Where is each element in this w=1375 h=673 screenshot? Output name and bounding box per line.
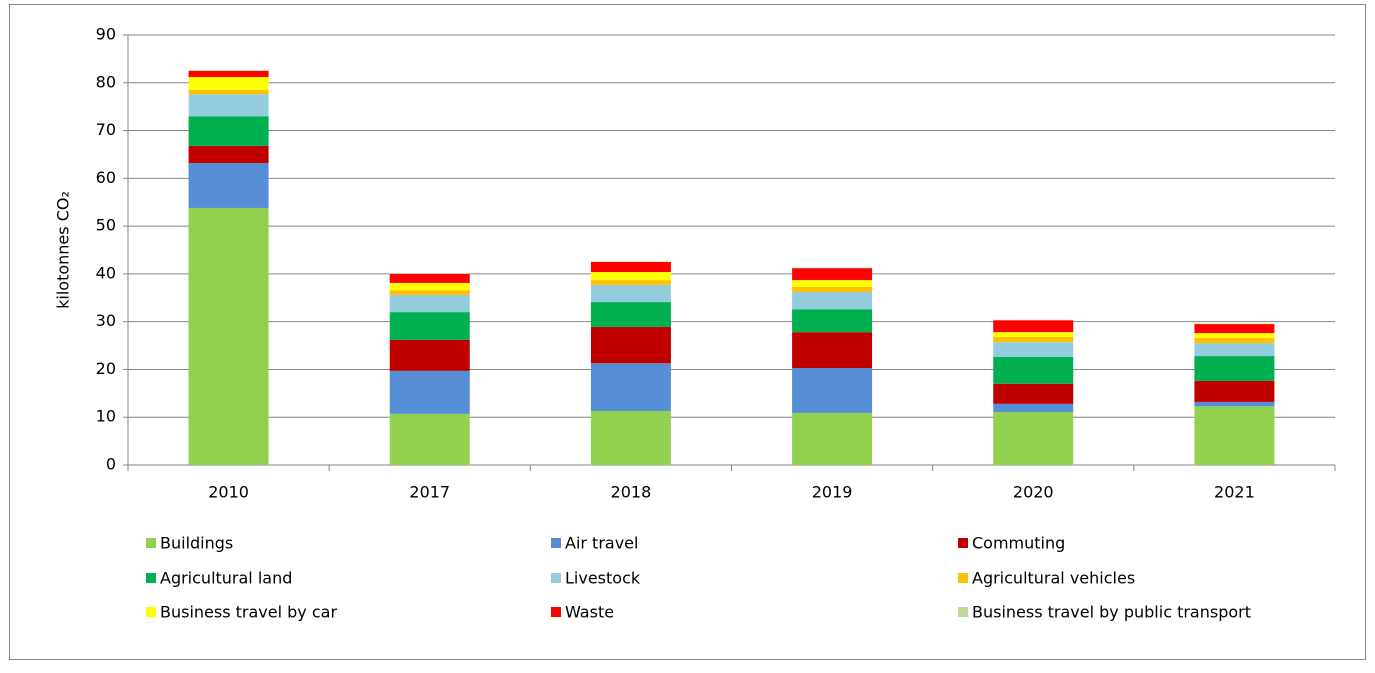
bar-segment xyxy=(390,414,470,465)
bar-segment xyxy=(189,71,269,77)
legend-label: Agricultural vehicles xyxy=(972,569,1135,588)
y-tick-label: 30 xyxy=(96,311,116,330)
bar-segment xyxy=(189,163,269,208)
legend-label: Buildings xyxy=(160,534,233,553)
y-axis-label: kilotonnes CO₂ xyxy=(54,191,73,309)
bar-segment xyxy=(1194,356,1274,381)
bar-segment xyxy=(591,285,671,302)
y-tick-label: 0 xyxy=(106,455,116,474)
legend-swatch xyxy=(146,607,156,617)
y-tick-label: 50 xyxy=(96,216,116,235)
bar-segment xyxy=(993,320,1073,332)
x-tick-label: 2020 xyxy=(1013,483,1054,502)
x-tick-label: 2017 xyxy=(409,483,450,502)
legend-label: Business travel by public transport xyxy=(972,603,1251,622)
bar-segment xyxy=(591,262,671,272)
legend-label: Livestock xyxy=(565,569,641,588)
legend-swatch xyxy=(958,607,968,617)
bar-segment xyxy=(390,312,470,340)
y-tick-label: 60 xyxy=(96,168,116,187)
legend-swatch xyxy=(958,573,968,583)
y-tick-label: 40 xyxy=(96,263,116,282)
x-tick-label: 2021 xyxy=(1214,483,1255,502)
bar-segment xyxy=(1194,381,1274,402)
bar-segment xyxy=(1194,324,1274,333)
y-tick-label: 20 xyxy=(96,359,116,378)
bar-segment xyxy=(993,404,1073,412)
x-tick-label: 2018 xyxy=(611,483,652,502)
legend-swatch xyxy=(551,607,561,617)
legend-label: Air travel xyxy=(565,534,638,553)
bar-segment xyxy=(591,280,671,285)
bar-segment xyxy=(1194,406,1274,465)
legend-swatch xyxy=(146,538,156,548)
bar-segment xyxy=(993,332,1073,337)
bar-segment xyxy=(792,280,872,287)
bar-segment xyxy=(591,411,671,465)
bar-segment xyxy=(993,342,1073,357)
x-tick-label: 2010 xyxy=(208,483,249,502)
bar-segment xyxy=(993,357,1073,384)
bar-segment xyxy=(1194,343,1274,356)
bar-segment xyxy=(189,116,269,146)
bar-segment xyxy=(792,287,872,292)
bar-segment xyxy=(189,94,269,116)
bar-segment xyxy=(390,371,470,414)
bar-segment xyxy=(591,327,671,363)
bar-segment xyxy=(390,290,470,295)
bar-segment xyxy=(1194,338,1274,343)
bar-segment xyxy=(792,332,872,368)
bar-segment xyxy=(993,384,1073,404)
bar-segment xyxy=(591,302,671,327)
bar-segment xyxy=(390,295,470,312)
legend-label: Business travel by car xyxy=(160,603,337,622)
bar-segment xyxy=(993,337,1073,342)
bar-segment xyxy=(792,268,872,280)
bar-segment xyxy=(390,340,470,371)
bar-segment xyxy=(390,274,470,283)
bar-segment xyxy=(390,283,470,290)
bar-segment xyxy=(189,146,269,163)
y-tick-label: 10 xyxy=(96,407,116,426)
legend-label: Commuting xyxy=(972,534,1065,553)
x-tick-label: 2019 xyxy=(812,483,853,502)
bar-segment xyxy=(591,363,671,411)
y-tick-label: 80 xyxy=(96,72,116,91)
bar-segment xyxy=(189,90,269,94)
bar-segment xyxy=(591,272,671,280)
y-tick-label: 90 xyxy=(96,25,116,44)
bar-segment xyxy=(189,208,269,465)
legend-swatch xyxy=(146,573,156,583)
bar-segment xyxy=(1194,333,1274,338)
bar-segment xyxy=(792,292,872,309)
legend-swatch xyxy=(551,573,561,583)
legend-label: Agricultural land xyxy=(160,569,292,588)
legend-swatch xyxy=(551,538,561,548)
bar-segment xyxy=(189,77,269,90)
bar-segment xyxy=(792,413,872,465)
y-tick-label: 70 xyxy=(96,120,116,139)
bar-segment xyxy=(792,368,872,413)
bar-segment xyxy=(792,309,872,332)
legend-label: Waste xyxy=(565,603,614,622)
legend-swatch xyxy=(958,538,968,548)
bar-segment xyxy=(993,412,1073,465)
bar-segment xyxy=(1194,402,1274,406)
